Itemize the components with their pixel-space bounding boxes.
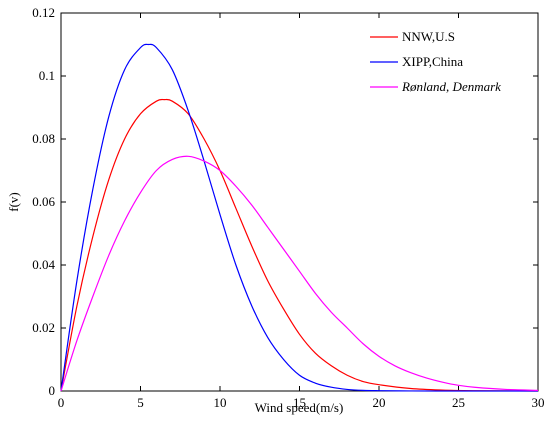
y-tick-label: 0.02 (32, 320, 55, 335)
legend: NNW,U.S XIPP,China Rønland, Denmark (370, 29, 501, 94)
series-layer (60, 43, 539, 392)
x-tick-label: 5 (137, 395, 144, 410)
y-axis-label: f(v) (6, 192, 21, 212)
y-axis-ticks: 0 0.02 0.04 0.06 0.08 0.1 0.12 (32, 5, 538, 398)
legend-label: NNW,U.S (402, 29, 455, 44)
x-tick-label: 15 (293, 395, 306, 410)
y-tick-label: 0.08 (32, 131, 55, 146)
series-line-3 (60, 155, 539, 392)
plot-frame (60, 12, 539, 392)
legend-label: Rønland, Denmark (401, 79, 501, 94)
x-axis-ticks: 0 5 10 15 20 25 30 (58, 13, 545, 410)
x-axis-label: Wind speed(m/s) (255, 400, 344, 415)
y-tick-label: 0.06 (32, 194, 55, 209)
y-tick-label: 0 (49, 383, 56, 398)
y-tick-label: 0.12 (32, 5, 55, 20)
y-tick-label: 0.1 (39, 68, 55, 83)
legend-label: XIPP,China (402, 54, 463, 69)
x-tick-label: 20 (373, 395, 386, 410)
series-line-2 (60, 43, 538, 392)
series-line-1 (60, 98, 539, 392)
x-tick-label: 0 (58, 395, 65, 410)
x-tick-label: 25 (452, 395, 465, 410)
x-tick-label: 10 (214, 395, 227, 410)
y-tick-label: 0.04 (32, 257, 55, 272)
x-tick-label: 30 (532, 395, 545, 410)
